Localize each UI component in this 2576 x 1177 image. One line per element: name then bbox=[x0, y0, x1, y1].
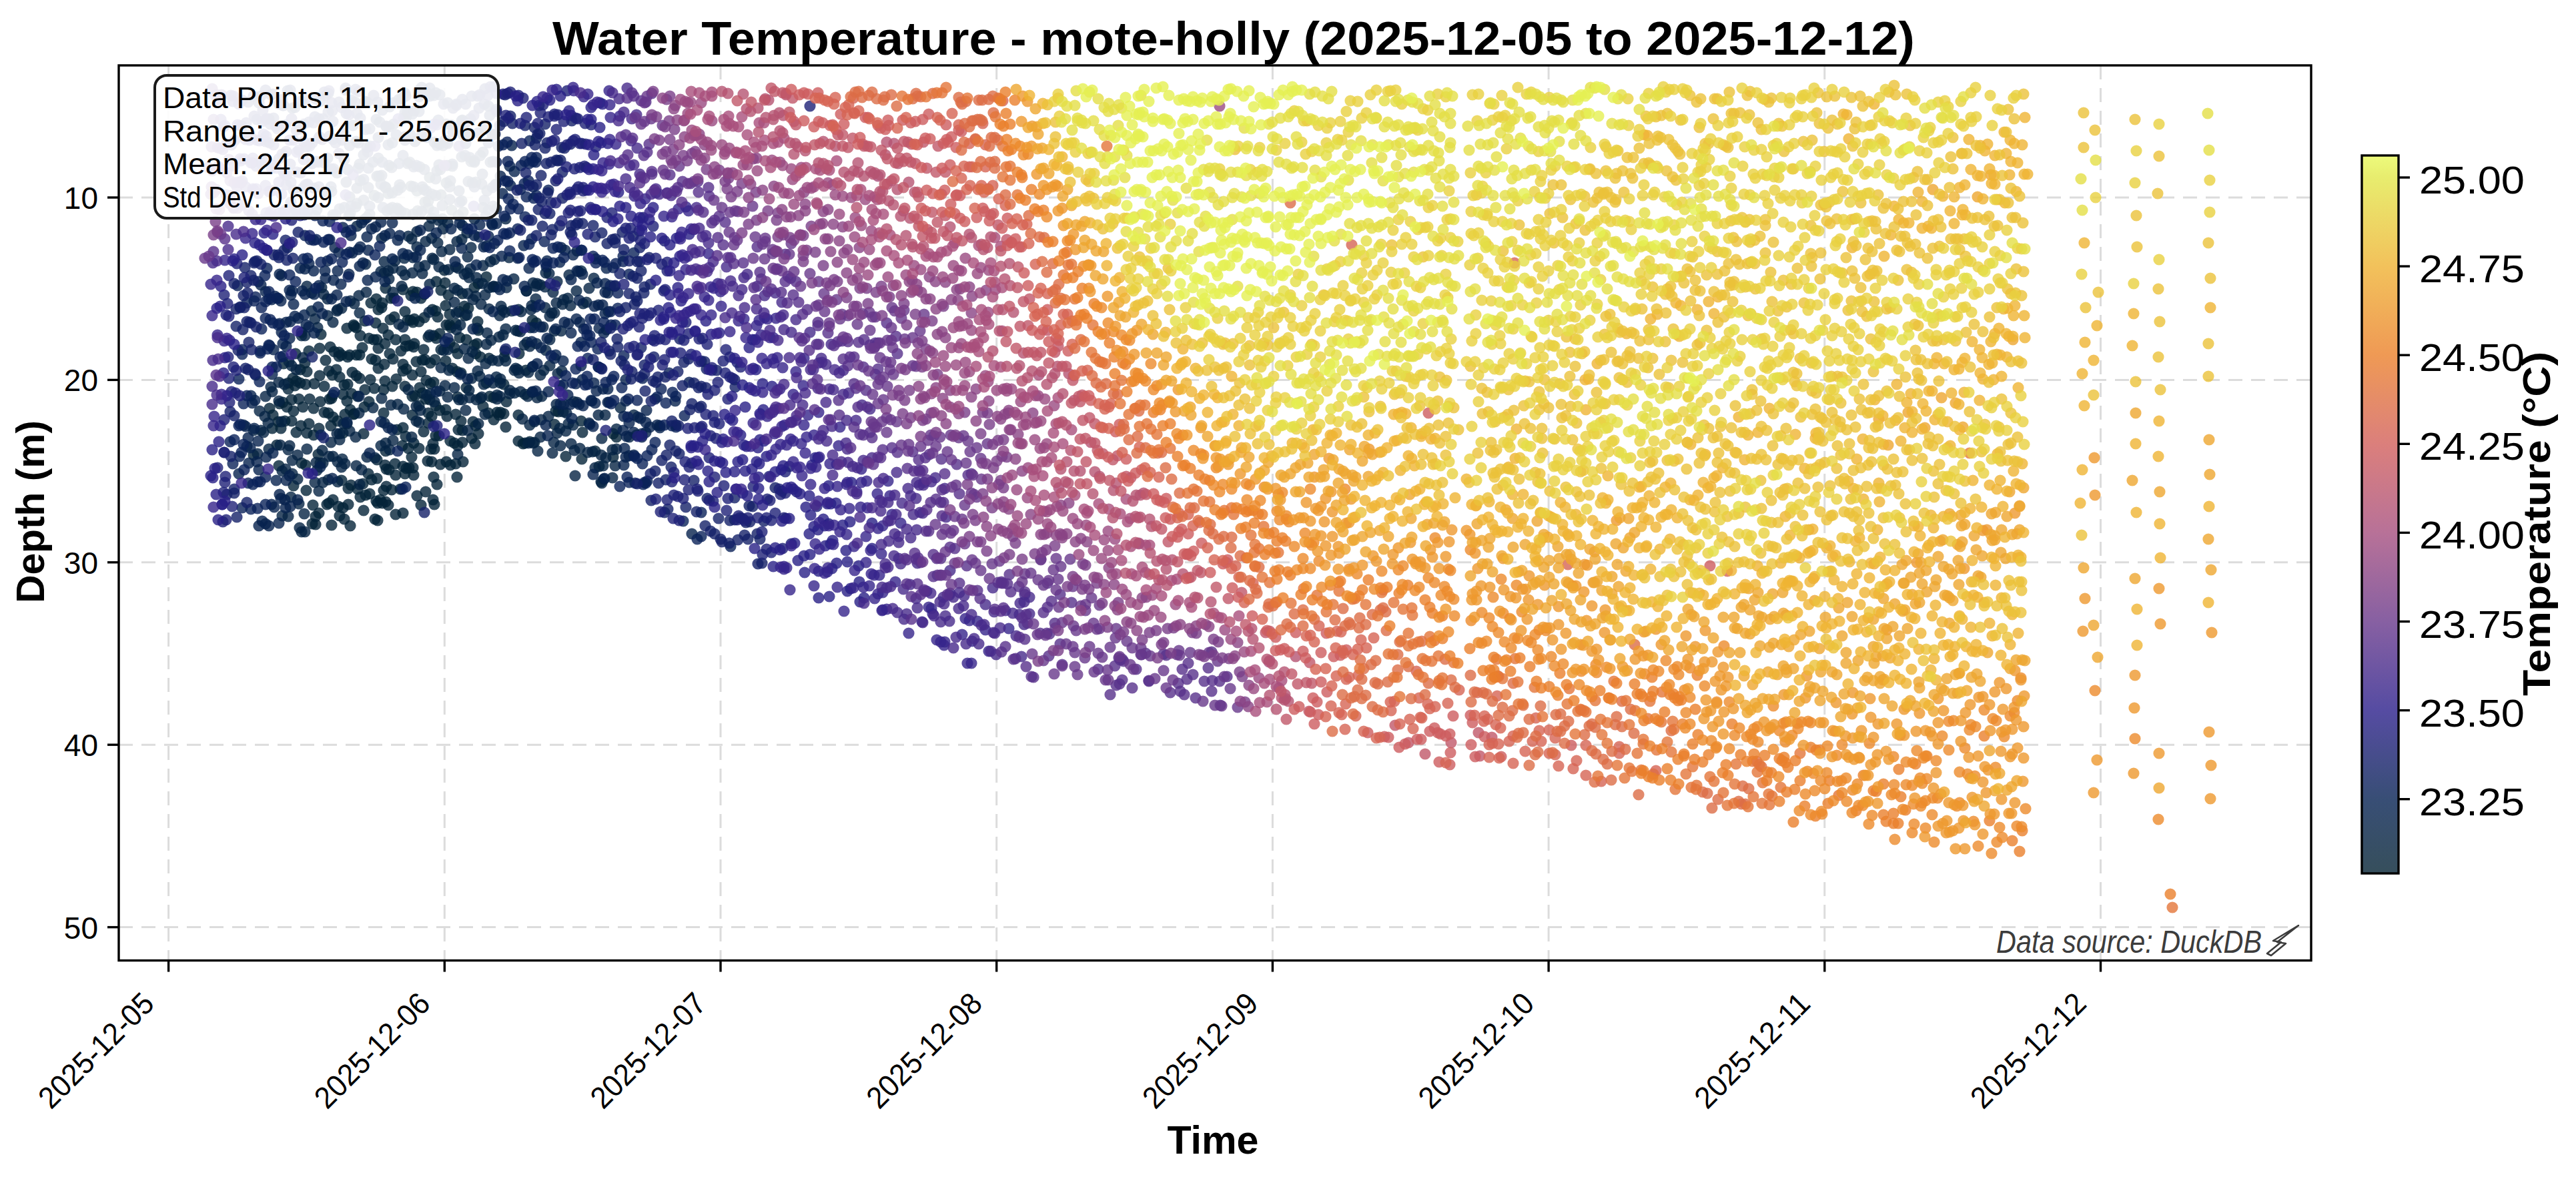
svg-text:Data source: DuckDB: Data source: DuckDB bbox=[1996, 923, 2262, 959]
svg-text:Depth (m): Depth (m) bbox=[9, 420, 53, 603]
svg-text:Range: 23.041 - 25.062: Range: 23.041 - 25.062 bbox=[163, 115, 494, 147]
svg-text:23.25: 23.25 bbox=[2419, 780, 2525, 823]
svg-text:23.75: 23.75 bbox=[2419, 603, 2525, 646]
svg-text:Water Temperature - mote-holly: Water Temperature - mote-holly (2025-12-… bbox=[552, 12, 1915, 65]
svg-text:30: 30 bbox=[64, 546, 98, 580]
svg-text:24.00: 24.00 bbox=[2419, 513, 2525, 556]
svg-text:40: 40 bbox=[64, 728, 98, 763]
svg-text:Mean: 24.217: Mean: 24.217 bbox=[163, 147, 350, 180]
svg-text:24.75: 24.75 bbox=[2419, 247, 2525, 290]
svg-text:20: 20 bbox=[64, 363, 98, 398]
svg-text:10: 10 bbox=[64, 181, 98, 216]
svg-text:23.50: 23.50 bbox=[2419, 691, 2525, 735]
svg-text:24.25: 24.25 bbox=[2419, 424, 2525, 468]
svg-text:Time: Time bbox=[1168, 1118, 1259, 1162]
svg-text:25.00: 25.00 bbox=[2419, 158, 2525, 202]
svg-text:24.50: 24.50 bbox=[2419, 336, 2525, 379]
svg-text:Std Dev: 0.699: Std Dev: 0.699 bbox=[163, 181, 332, 214]
svg-text:50: 50 bbox=[64, 911, 98, 945]
svg-text:Data Points: 11,115: Data Points: 11,115 bbox=[163, 81, 429, 114]
svg-text:Temperature (°C): Temperature (°C) bbox=[2515, 352, 2558, 696]
